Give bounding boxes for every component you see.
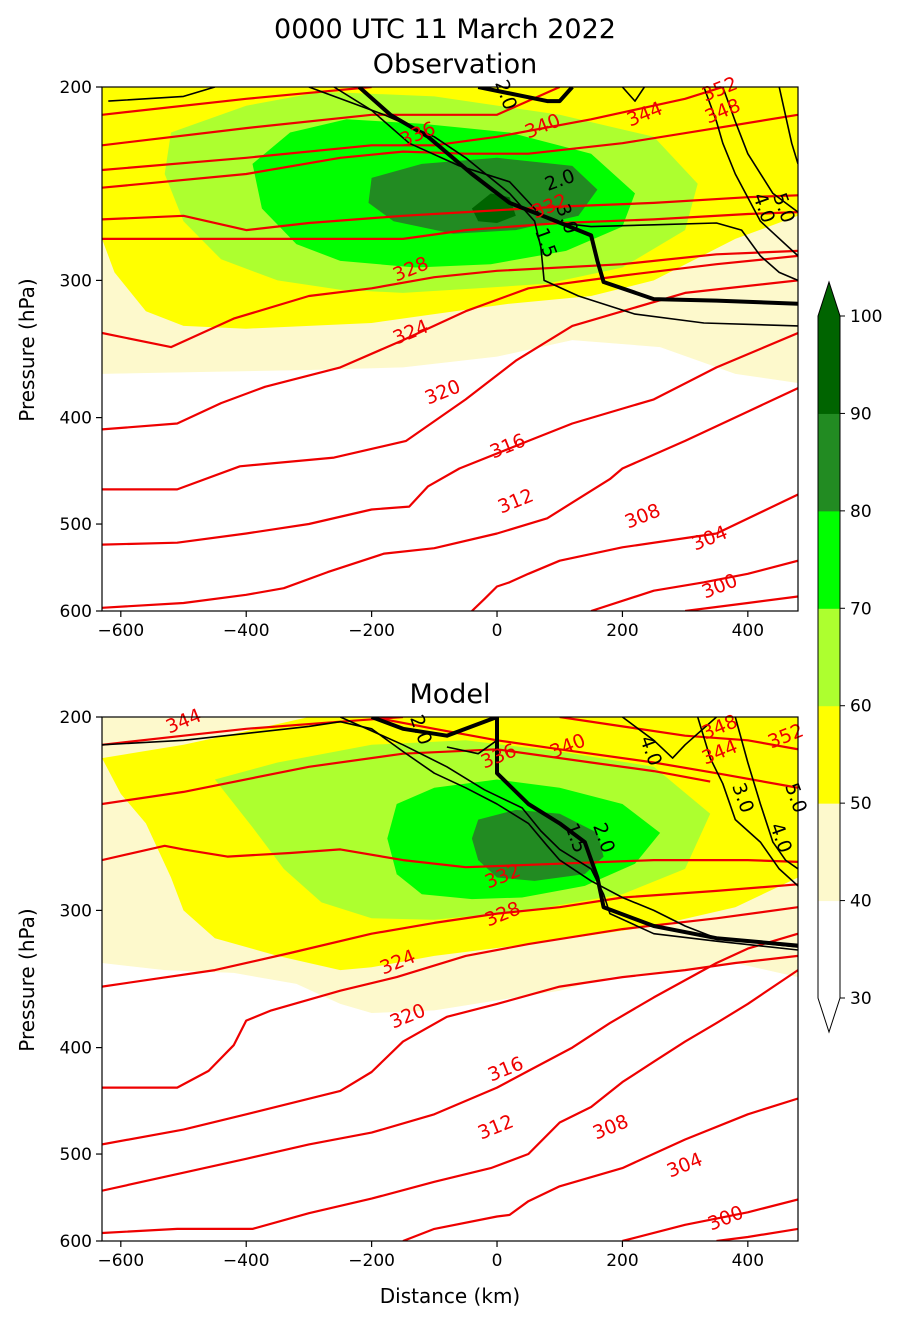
theta-contour-line (716, 1227, 798, 1241)
x-tick-label: −400 (223, 621, 270, 641)
x-tick-label: 0 (492, 621, 503, 641)
theta-contour-line (471, 493, 798, 611)
y-tick-label: 600 (60, 1232, 92, 1252)
panel-2-ylabel: Pressure (hPa) (15, 908, 39, 1051)
theta-contour-line (102, 387, 798, 609)
colorbar-segment (818, 803, 840, 902)
y-tick-label: 400 (60, 1039, 92, 1059)
colorbar-tick-label: 50 (850, 794, 872, 814)
theta-contour-line (102, 844, 798, 869)
theta-contour-line (102, 932, 798, 1192)
x-tick-label: −600 (97, 621, 144, 641)
colorbar-segment (818, 510, 840, 609)
x-tick-label: 400 (732, 621, 764, 641)
theta-contour-line (559, 717, 798, 751)
axes-frame (101, 716, 799, 1242)
theta-contour-line (102, 883, 798, 988)
colorbar-tick-label: 40 (850, 892, 872, 912)
theta-contour-line (622, 1198, 798, 1241)
colorbar-tick-label: 90 (850, 404, 872, 424)
x-tick-label: 0 (492, 1251, 503, 1271)
pv-contour-line (703, 87, 798, 257)
x-tick-label: −200 (348, 621, 395, 641)
colorbar-extend-bottom (818, 998, 840, 1032)
y-tick-label: 600 (60, 602, 92, 622)
plot-area (102, 717, 798, 1241)
panel-1-title: Observation (373, 49, 537, 80)
pv-contour-line (696, 717, 798, 887)
x-tick-label: −200 (348, 1251, 395, 1271)
y-tick-label: 500 (60, 1145, 92, 1165)
colorbar-segment (818, 413, 840, 512)
theta-contour-line (102, 279, 798, 491)
pv-contour-line (734, 717, 798, 870)
theta-contour-line (102, 954, 798, 1146)
theta-contour-line (102, 113, 798, 189)
colorbar-tick-label: 100 (850, 307, 882, 327)
colorbar: 30 40 50 60 70 80 90 100 (817, 280, 882, 1034)
theta-contour-line (102, 331, 798, 546)
colorbar-segment (818, 705, 840, 804)
theta-contour-line (102, 254, 798, 431)
y-tick-label: 200 (60, 708, 92, 728)
colorbar-tick-label: 80 (850, 502, 872, 522)
axes-frame (101, 86, 799, 612)
theta-contour-line (371, 717, 798, 789)
y-tick-label: 300 (60, 271, 92, 291)
pv-contour-line (446, 739, 498, 755)
pv-contour-line (722, 87, 798, 213)
theta-contour-line (102, 194, 798, 232)
y-tick-label: 200 (60, 78, 92, 98)
pv-contour-line (357, 87, 798, 306)
colorbar-tick-label: 60 (850, 697, 872, 717)
colorbar-extend-top (818, 282, 840, 316)
pv-contour-line (339, 717, 798, 951)
theta-contour-line (102, 87, 372, 116)
pv-contour-line (621, 717, 718, 759)
panel-2-title: Model (409, 679, 490, 710)
colorbar-segment (818, 900, 840, 999)
colorbar-segment (818, 608, 840, 707)
theta-contour-line (102, 211, 798, 240)
x-tick-label: 400 (732, 1251, 764, 1271)
pv-contour-line (370, 717, 798, 948)
y-tick-label: 500 (60, 515, 92, 535)
colorbar-tick-label: 70 (850, 599, 872, 619)
colorbar-segment (818, 316, 840, 414)
theta-contour-line (102, 969, 798, 1235)
y-tick-label: 300 (60, 901, 92, 921)
pv-contour-line (308, 87, 798, 327)
theta-contour-line (402, 1097, 798, 1241)
colorbar-tick-label: 30 (850, 989, 872, 1009)
theta-contour-line (102, 87, 724, 172)
theta-contour-line (102, 87, 561, 147)
x-axis-label: Distance (km) (380, 1284, 520, 1308)
pv-contour-line (477, 87, 574, 104)
theta-contour-line (102, 717, 404, 746)
x-tick-label: 200 (606, 1251, 638, 1271)
pv-contour-line (621, 87, 646, 102)
plot-area (102, 87, 798, 611)
theta-contour-line (102, 906, 798, 1089)
pv-contour-line (108, 87, 216, 102)
x-tick-label: −400 (223, 1251, 270, 1271)
pv-contour-line (102, 720, 798, 948)
theta-contour-line (102, 748, 711, 806)
panel-1-ylabel: Pressure (hPa) (15, 278, 39, 421)
theta-contour-line (590, 559, 798, 611)
x-tick-label: 200 (606, 621, 638, 641)
y-tick-label: 400 (60, 409, 92, 429)
pv-contour-line (778, 87, 798, 165)
theta-contour-line (102, 249, 798, 349)
theta-contour-line (684, 595, 798, 611)
figure-suptitle: 0000 UTC 11 March 2022 (274, 14, 616, 45)
x-tick-label: −600 (97, 1251, 144, 1271)
